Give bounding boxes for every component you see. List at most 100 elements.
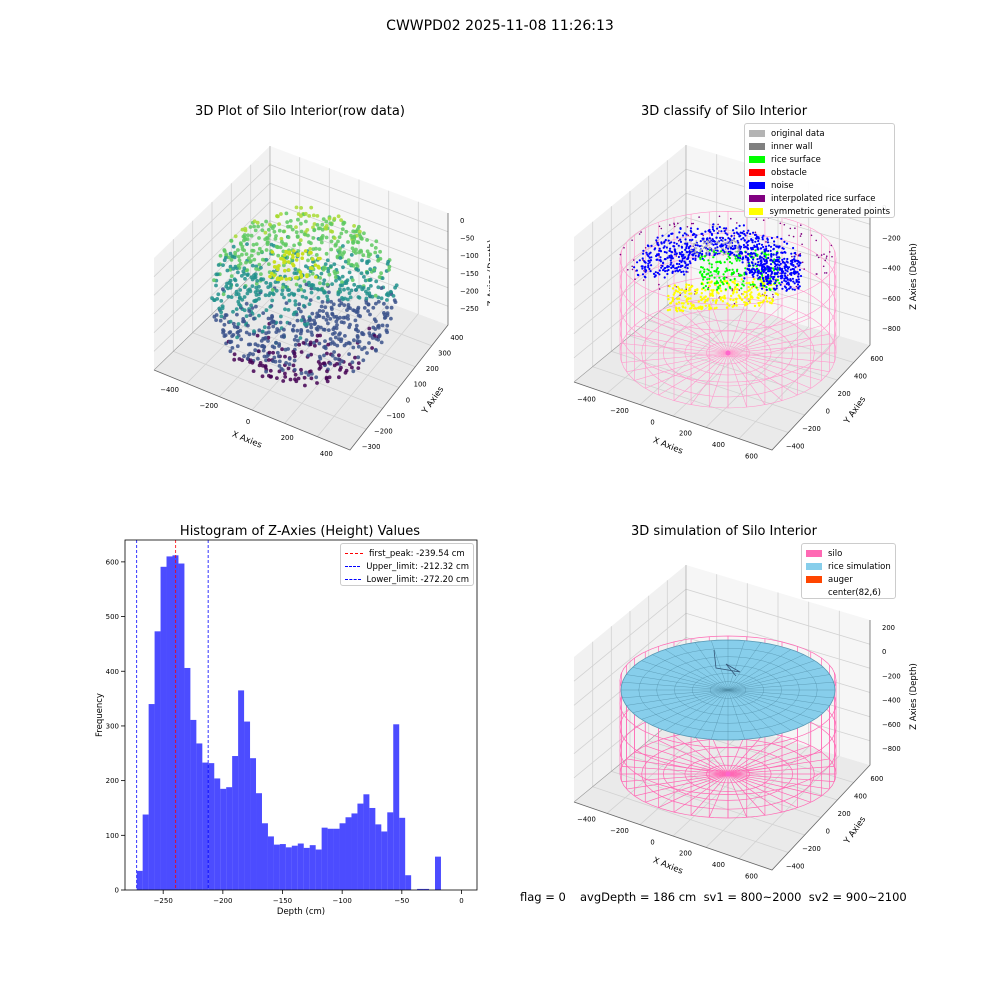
raw-point [271,292,276,297]
noise-point [670,250,673,253]
raw-point [222,248,227,252]
raw-point [232,324,237,329]
raw-point [346,258,351,263]
noise-point [768,282,771,285]
raw-point [225,268,230,273]
symmetric-point [751,280,754,284]
interpolated-point [820,254,823,256]
raw-point [294,276,299,280]
raw-point [253,290,258,294]
noise-point [637,274,640,277]
raw-point [242,238,246,243]
symmetric-point [740,278,743,281]
raw-point [309,325,314,330]
noise-point [716,227,719,230]
symmetric-point [743,296,747,299]
raw-point [324,375,329,380]
raw-point [368,312,372,317]
raw-point [280,239,284,244]
raw-point [356,361,361,365]
raw-point [339,231,344,236]
noise-point [756,274,759,277]
noise-point [681,257,684,260]
noise-point [757,277,760,280]
sim-z-tick-label: −200 [882,672,901,680]
symmetric-point [766,300,769,303]
raw-point [229,274,234,278]
raw-point [292,243,296,248]
interpolated-point [687,234,689,237]
raw-point [305,321,310,326]
raw-point [347,291,352,296]
symmetric-point [740,298,744,301]
rice-mesh-spoke [727,649,791,691]
symmetric-point [764,295,768,298]
raw-point [245,242,249,247]
raw-point [274,265,279,269]
raw-point [268,368,273,373]
noise-point [666,272,669,276]
legend-swatch [749,182,765,189]
noise-point [781,276,784,279]
silo-floor-spoke [626,773,729,790]
histogram-bar [381,831,388,890]
raw-point [292,358,297,363]
interpolated-point [737,272,740,275]
noise-point [686,242,689,245]
interpolated-point [733,235,736,237]
symmetric-point [732,298,735,302]
symmetric-point [688,292,691,295]
noise-point [797,272,800,276]
histogram-bar [261,823,268,890]
original-point [724,241,727,244]
raw-point [328,361,333,366]
raw-point [250,263,255,268]
noise-point [747,265,751,268]
raw-point [337,332,341,337]
noise-point [660,241,663,244]
rice-surface-point [741,283,744,286]
interpolated-point [799,235,802,237]
noise-point [690,230,693,233]
raw-point [272,260,277,264]
noise-point [648,252,651,255]
raw-point [245,356,250,361]
original-point [689,249,692,252]
noise-point [789,285,792,288]
raw-point [315,223,320,227]
noise-point [799,274,803,278]
raw-point [307,316,312,321]
raw-point [236,330,241,334]
symmetric-point [687,283,691,287]
noise-point [694,258,697,262]
noise-point [775,245,779,248]
interpolated-point [677,222,679,225]
raw-point [315,214,320,218]
interpolated-point [815,239,817,242]
rice-surface-point [736,268,739,271]
interpolated-point [702,234,704,237]
silo-floor-ring [684,756,772,792]
raw-point [323,339,327,343]
noise-point [797,275,800,278]
rice-surface-point [716,288,719,291]
raw-point [377,334,382,339]
raw-point [321,281,326,286]
original-point [722,254,725,256]
raw-point [299,309,303,314]
raw-point [346,305,351,310]
raw-point [379,271,383,276]
noise-point [775,253,778,256]
raw-point [365,270,370,275]
raw-point [219,299,224,303]
noise-point [672,264,675,267]
raw-point [334,278,338,283]
symmetric-point [700,298,703,302]
rice-mesh-spoke [711,689,729,740]
symmetric-point [711,290,714,293]
noise-point [673,241,676,244]
raw-axis-lines [153,213,449,451]
raw-point [327,290,331,295]
noise-point [665,251,668,254]
rice-surface-point [704,285,708,288]
